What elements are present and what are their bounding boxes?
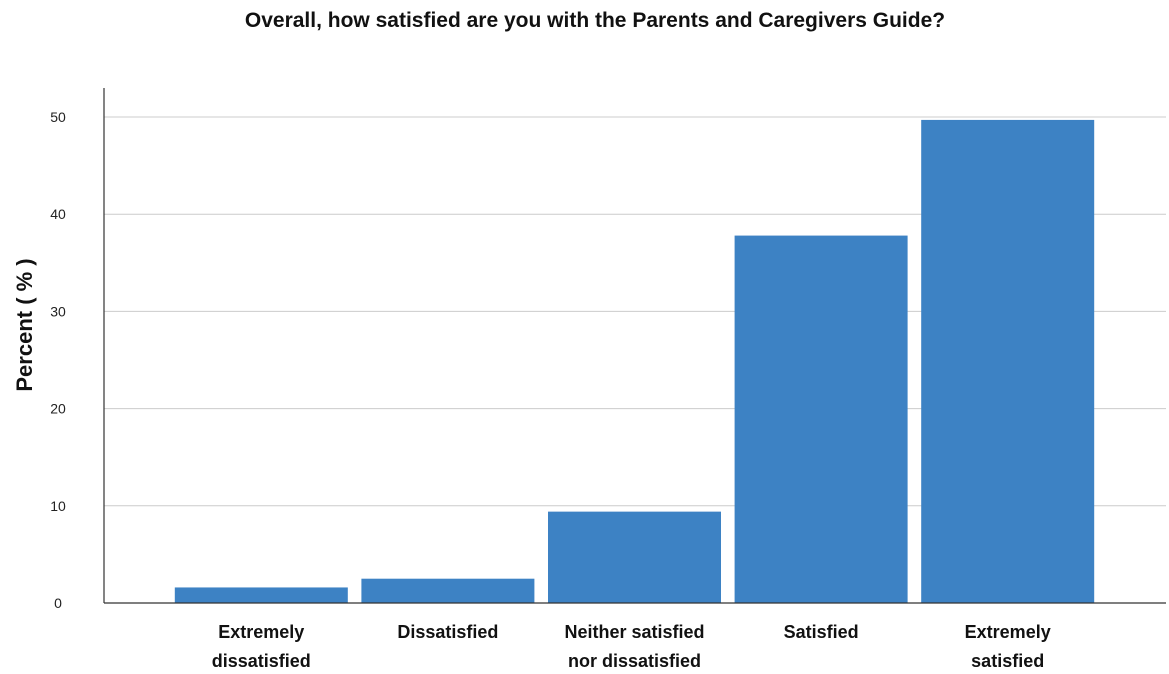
bar xyxy=(921,119,1095,603)
y-tick-label: 0 xyxy=(54,595,62,611)
y-axis-label: Percent ( % ) xyxy=(12,258,37,391)
bar xyxy=(734,235,908,604)
bar xyxy=(361,578,535,603)
x-category-label: Dissatisfied xyxy=(397,622,498,642)
y-tick-label: 40 xyxy=(50,206,66,222)
x-axis-categories: Extremely dissatisfied Dissatisfied Neither… xyxy=(212,622,1051,671)
bar xyxy=(174,587,348,603)
bar xyxy=(548,511,721,603)
x-category-label: Neither satisfied nor dissatisfied xyxy=(564,622,704,671)
x-category-label: Extremely dissatisfied xyxy=(212,622,311,671)
chart-title: Overall, how satisfied are you with the … xyxy=(245,9,945,32)
x-category-label: Satisfied xyxy=(784,622,859,642)
y-tick-label: 50 xyxy=(50,109,66,125)
y-tick-label: 10 xyxy=(50,498,66,514)
y-axis-ticks: 0 10 20 30 40 50 xyxy=(50,109,66,611)
bars xyxy=(174,119,1095,604)
y-tick-label: 20 xyxy=(50,401,66,417)
y-tick-label: 30 xyxy=(50,303,66,319)
x-category-label: Extremely satisfied xyxy=(965,622,1051,671)
